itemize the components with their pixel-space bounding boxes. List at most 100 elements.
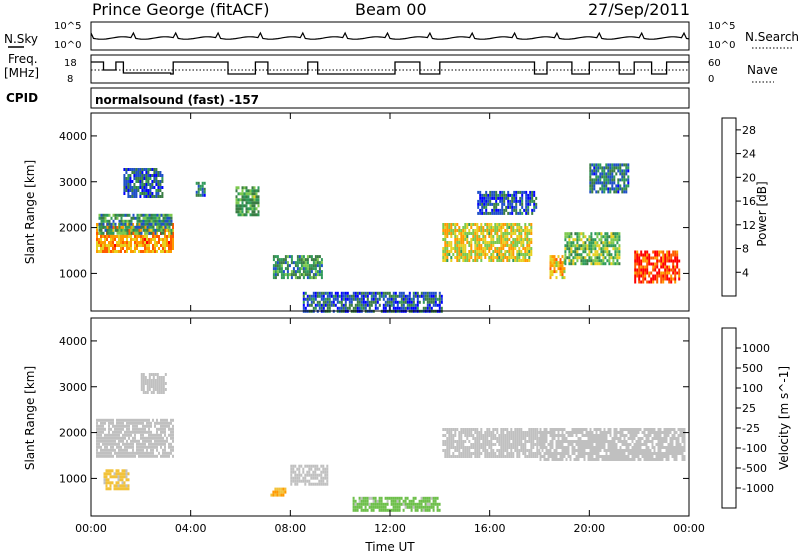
velocity-cell [420,505,423,509]
power-cell [400,303,403,307]
power-cell [668,268,671,272]
power-cell [166,219,169,223]
power-cell [276,267,279,271]
velocity-cell [324,467,327,471]
power-cell [551,258,554,262]
velocity-cell [673,452,676,455]
power-cell [479,196,482,200]
power-cell [615,163,618,167]
power-cell [458,229,461,232]
power-cell [159,195,162,198]
velocity-cell [117,478,120,482]
power-cell [152,238,154,241]
power-cell [282,276,285,280]
power-cell [485,202,488,206]
power-cell [352,297,355,301]
power-cell [276,255,279,259]
velocity-cell [627,431,630,434]
velocity-cell [316,476,319,480]
velocity-cell [553,437,556,440]
velocity-cell [581,449,584,452]
velocity-cell [637,446,640,449]
power-cell [334,294,337,298]
power-cell [468,253,471,256]
power-cell [162,228,165,232]
power-cell [398,306,401,310]
power-cell [278,267,281,271]
power-cell [442,223,445,226]
velocity-cell [599,455,602,458]
nsky-label: N.Sky [4,32,38,46]
velocity-cell [643,434,646,437]
power-cell [374,300,377,304]
velocity-cell [434,499,437,503]
velocity-cell [140,442,142,446]
power-cell [489,211,492,215]
power-cell [621,190,624,194]
power-cell [486,247,489,250]
velocity-cell [490,443,493,446]
velocity-cell [665,431,668,434]
power-cell [374,297,377,301]
velocity-cell [575,428,578,431]
freq-trace [91,61,689,75]
power-cell [444,244,447,247]
velocity-cell [136,418,138,422]
velocity-cell [108,427,110,431]
velocity-cell [567,452,570,455]
power-cell [576,253,579,257]
velocity-cell [372,499,375,503]
power-cell [294,264,297,268]
power-cell [503,190,506,194]
power-cell [312,267,315,271]
velocity-cell [96,433,98,437]
velocity-cell [528,452,531,455]
power-cell [438,294,441,298]
power-cell [623,175,626,179]
velocity-cell [555,443,558,446]
velocity-cell [555,440,558,443]
velocity-cell [631,452,634,455]
velocity-cell [508,437,511,440]
power-cell [578,238,581,242]
power-cell [153,186,156,189]
power-cell [118,213,121,217]
velocity-cell [480,437,483,440]
velocity-cell [460,431,463,434]
power-cell [362,294,365,298]
velocity-cell [671,446,674,449]
velocity-cell [665,458,668,461]
velocity-cell [510,446,513,449]
power-cell [378,294,381,298]
velocity-cell [436,508,439,512]
velocity-cell [154,436,156,440]
velocity-cell [502,431,505,434]
power-cell [462,235,465,238]
power-cell [599,166,602,170]
y-tick-label: 3000 [59,381,87,394]
velocity-cell [294,464,297,468]
velocity-cell [156,439,158,443]
velocity-cell [106,433,108,437]
power-cell [566,235,569,239]
power-cell [525,205,528,209]
power-cell [304,273,307,277]
velocity-cell [657,455,660,458]
velocity-cell [591,434,594,437]
power-cell [308,264,311,268]
power-cell [486,232,489,235]
power-cell [168,241,170,244]
velocity-cell [559,452,562,455]
velocity-cell [541,431,544,434]
power-cell [495,190,498,194]
velocity-cell [494,434,497,437]
velocity-cell [140,451,142,455]
power-cell [245,204,248,208]
velocity-cell [518,449,521,452]
power-cell [155,174,158,177]
power-cell [666,256,669,260]
power-cell [478,241,481,244]
power-cell [168,250,170,253]
power-cell [354,297,357,301]
velocity-cell [639,446,642,449]
